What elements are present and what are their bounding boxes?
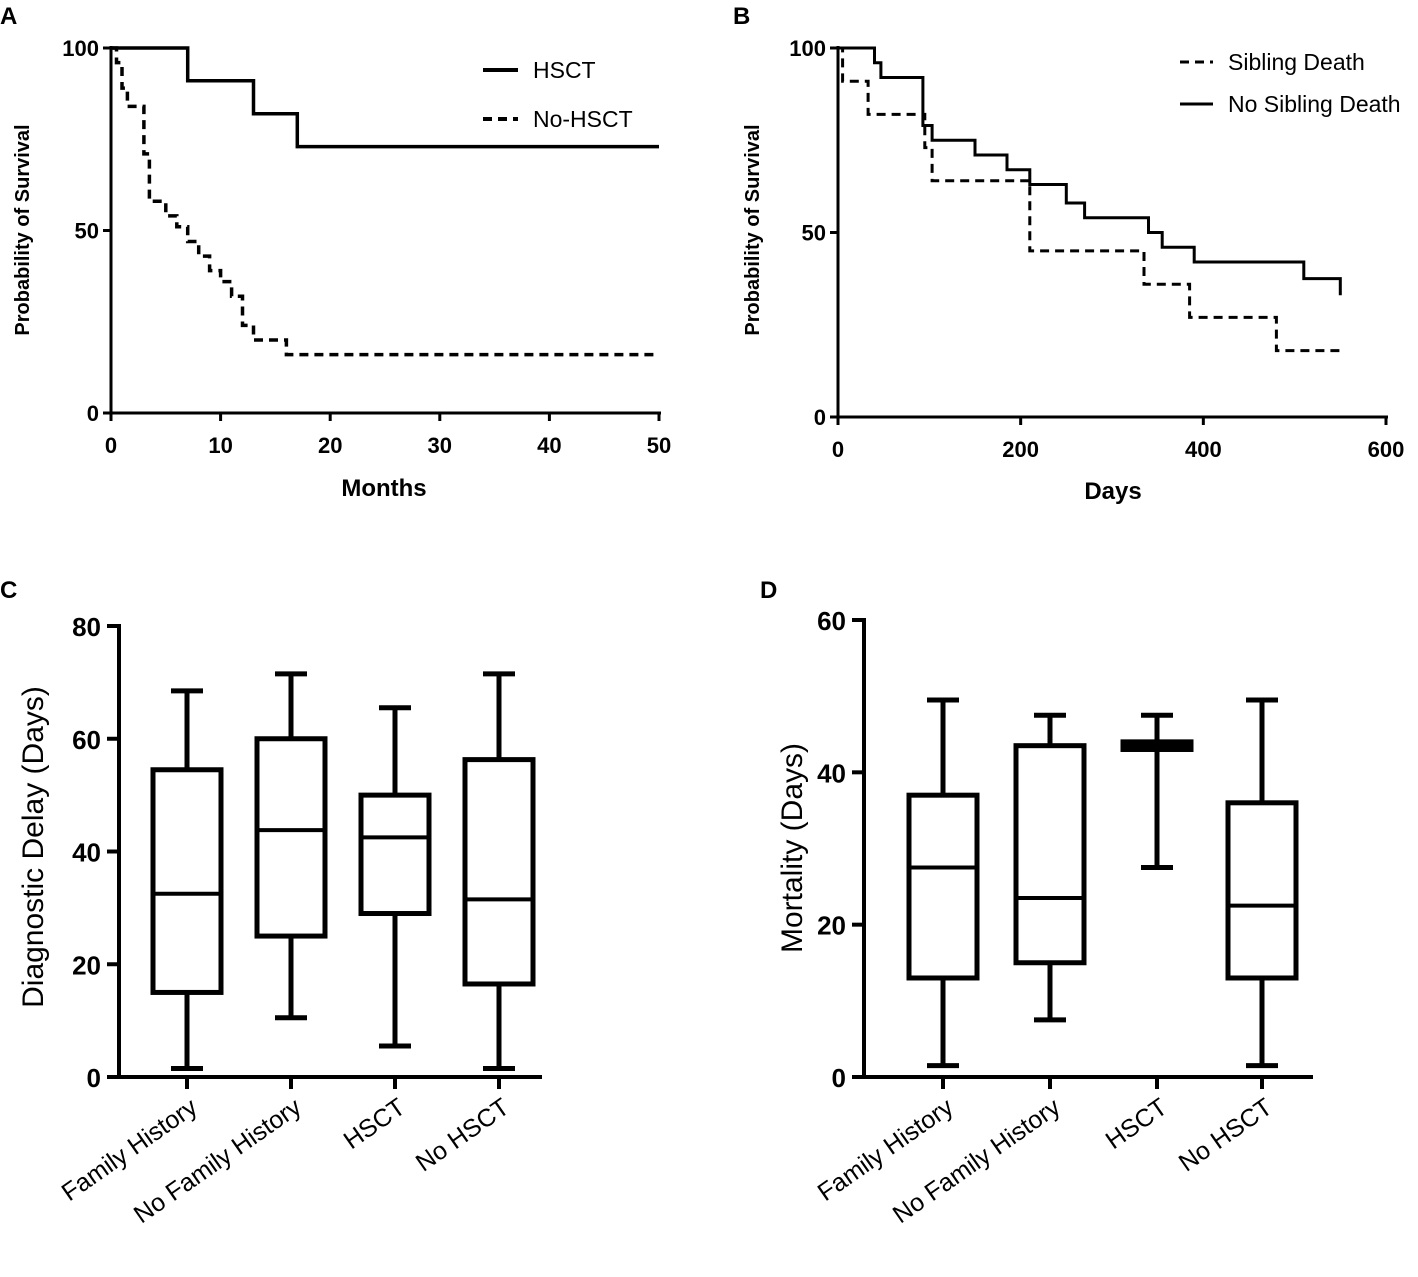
panel-a-x-tick-label: 50: [647, 433, 671, 458]
panel-d-y-axis-label: Mortality (Days): [776, 743, 809, 953]
panel-c-box-family-history: [150, 767, 224, 995]
panel-c-y-axis-label: Diagnostic Delay (Days): [17, 686, 50, 1008]
panel-letter-a: A: [0, 3, 17, 30]
panel-letter-c: C: [0, 577, 17, 604]
panel-d-box-no-hsct: [1225, 800, 1299, 981]
panel-a-x-tick-label: 20: [318, 433, 342, 458]
panel-b-x-tick-label: 0: [832, 437, 844, 462]
panel-d-y-tick-label: 60: [817, 606, 846, 636]
panel-c-diagnostic-delay: Diagnostic Delay (Days) 020406080Family …: [17, 612, 542, 1229]
panel-a-legend-label-no-hsct: No-HSCT: [533, 106, 633, 132]
panel-a-legend-label-hsct: HSCT: [533, 57, 596, 83]
panel-c-y-tick-label: 20: [72, 950, 101, 980]
panel-letter-b: B: [733, 3, 750, 30]
panel-d-y-tick-label: 20: [817, 911, 846, 941]
panel-c-box-no-hsct: [462, 757, 536, 987]
panel-d-y-tick-label: 0: [832, 1063, 846, 1093]
panel-a-series-hsct-line: [111, 46, 659, 149]
panel-a-x-axis-label: Months: [341, 475, 426, 502]
panel-a-x-tick-label: 10: [208, 433, 232, 458]
panel-b-x-tick-label: 400: [1185, 437, 1222, 462]
panel-letter-d: D: [760, 577, 777, 604]
panel-b-y-axis-label: Probability of Survival: [742, 124, 764, 335]
panel-c-y-tick-label: 80: [72, 612, 101, 642]
panel-b-y-tick-label: 50: [802, 221, 826, 246]
panel-b-legend-label-sibling-death: Sibling Death: [1228, 49, 1365, 75]
panel-b-survival-days: Probability of Survival Days Sibling Dea…: [742, 36, 1404, 505]
panel-c-y-tick-label: 40: [72, 838, 101, 868]
panel-b-series-no-sibling-death-line: [838, 46, 1342, 296]
panel-c-box-hsct: [358, 792, 432, 917]
panel-d-box-no-family-history: [1013, 743, 1087, 966]
panel-a-x-tick-label: 0: [105, 433, 117, 458]
panel-d-category-label-hsct: HSCT: [1101, 1093, 1173, 1155]
panel-b-x-axis-label: Days: [1084, 478, 1141, 505]
panel-a-y-axis-label: Probability of Survival: [12, 124, 34, 335]
panel-a-y-tick-label: 50: [75, 219, 99, 244]
panel-c-y-tick-label: 0: [87, 1063, 101, 1093]
panel-b-y-tick-label: 100: [789, 36, 826, 61]
panel-a-series-no-hsct-line: [111, 46, 659, 357]
panel-b-series-sibling-death-line: [838, 46, 1341, 353]
panel-d-box-family-history: [906, 792, 980, 981]
panel-c-box-no-family-history: [254, 736, 328, 939]
panel-d-y-tick-label: 40: [817, 758, 846, 788]
panel-a-y-tick-label: 100: [62, 36, 99, 61]
panel-a-x-tick-label: 30: [428, 433, 452, 458]
panel-c-category-label-no-hsct: No HSCT: [411, 1093, 515, 1177]
panel-d-category-label-no-hsct: No HSCT: [1174, 1093, 1278, 1177]
panel-a-x-tick-label: 40: [537, 433, 561, 458]
panel-c-category-label-hsct: HSCT: [339, 1093, 411, 1155]
panel-c-category-label-no-family-history: No Family History: [129, 1093, 307, 1229]
panel-b-x-tick-label: 600: [1368, 437, 1405, 462]
panel-b-legend-label-no-sibling-death: No Sibling Death: [1228, 91, 1401, 117]
panel-a-y-tick-label: 0: [87, 401, 99, 426]
panel-b-x-tick-label: 200: [1002, 437, 1039, 462]
panel-b-y-tick-label: 0: [814, 405, 826, 430]
panel-a-survival-months: Probability of Survival Months HSCT No-H…: [12, 36, 671, 502]
panel-c-y-tick-label: 60: [72, 725, 101, 755]
